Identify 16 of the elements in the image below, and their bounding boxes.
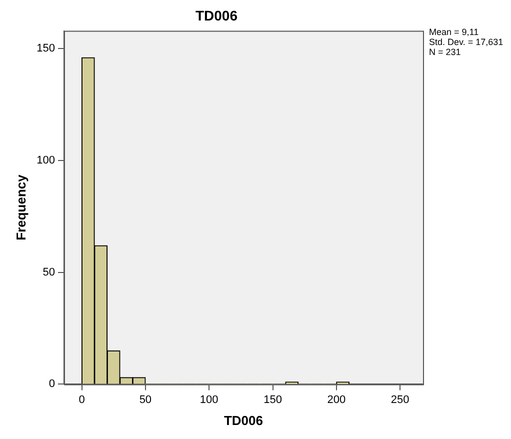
text: Std. Dev. = 17,631 [429,37,504,47]
text: Mean = 9,11 [429,27,480,37]
x-tick-label: 200 [327,394,346,406]
y-tick-label: 50 [42,266,55,278]
y-tick-label: 0 [48,378,55,390]
x-tick-label: 0 [78,394,85,406]
x-axis-title: TD006 [224,412,263,428]
y-tick-label: 100 [36,154,55,167]
x-tick-label: 250 [390,394,410,406]
y-axis-title: Frequency [13,174,28,240]
chart-title: TD006 [195,7,238,24]
x-tick-label: 150 [264,394,282,406]
y-tick-label: 150 [36,42,55,55]
x-tick-label: 50 [139,394,152,406]
x-tick-label: 100 [200,394,218,406]
text: N = 231 [429,47,462,57]
